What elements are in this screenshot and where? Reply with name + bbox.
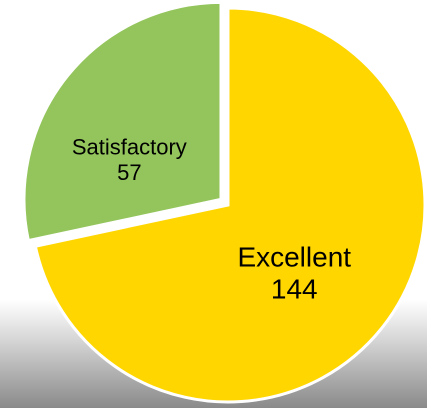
slice-label: Satisfactory <box>72 135 187 160</box>
chart: Excellent144 Satisfactory57 <box>0 0 427 408</box>
slice-value: 144 <box>271 274 318 305</box>
slice-value: 57 <box>117 160 141 185</box>
page: Excellent144Satisfactory57 (() => { cons… <box>0 0 427 408</box>
slice-label: Excellent <box>237 242 351 273</box>
pie-slice <box>24 2 221 240</box>
